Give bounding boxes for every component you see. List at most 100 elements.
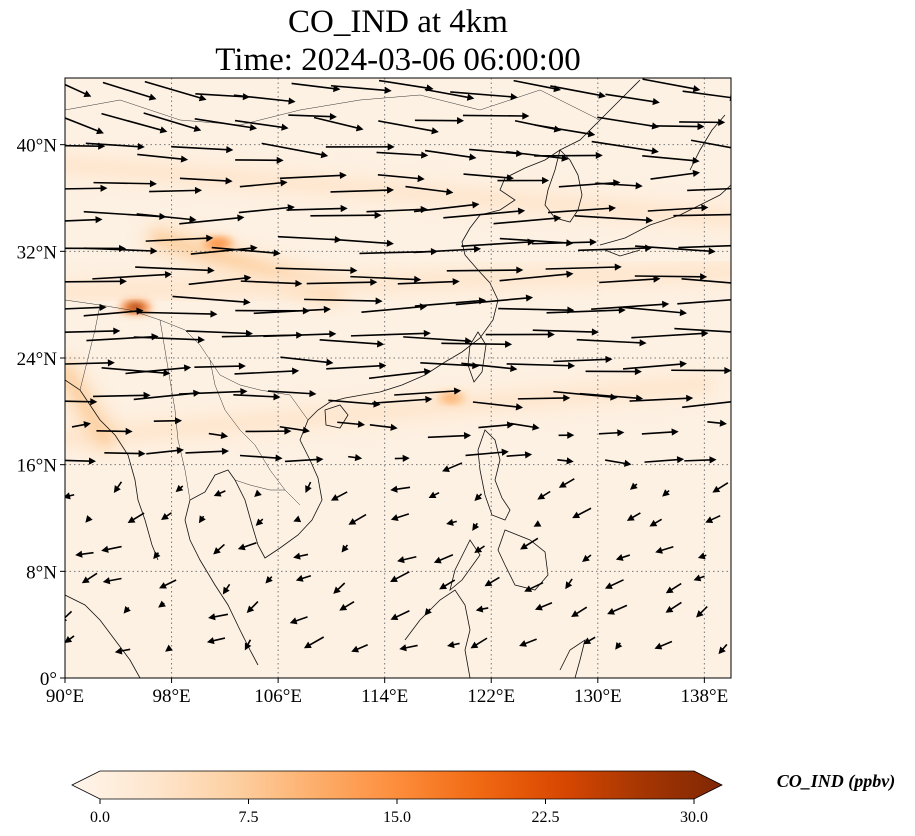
wind-arrow: [158, 600, 166, 608]
wind-arrow: [405, 185, 454, 196]
wind-arrow: [198, 515, 206, 524]
wind-arrow: [280, 356, 334, 366]
wind-arrow: [237, 542, 257, 551]
wind-arrow: [629, 394, 694, 402]
wind-arrow: [558, 431, 575, 439]
wind-arrow: [605, 93, 660, 106]
wind-arrow: [446, 518, 457, 526]
wind-arrow: [718, 643, 728, 655]
wind-arrow: [75, 550, 94, 558]
wind-arrow: [604, 579, 624, 589]
wind-arrow: [649, 122, 705, 131]
wind-arrow: [330, 186, 395, 194]
wind-arrow: [485, 330, 555, 339]
wind-arrow: [114, 647, 131, 655]
wind-arrow: [153, 551, 161, 560]
wind-arrow: [194, 118, 258, 131]
wind-arrow: [188, 274, 252, 286]
wind-arrow: [493, 214, 562, 225]
wind-arrow: [403, 336, 473, 345]
wind-arrow: [333, 582, 346, 594]
country-borders: [65, 89, 601, 506]
wind-arrow: [104, 449, 146, 458]
plume-luzon-strait-hotspot: [435, 391, 468, 405]
wind-arrow: [394, 387, 462, 396]
graticule: [65, 78, 731, 678]
wind-arrow: [441, 340, 513, 348]
wind-arrow: [295, 574, 312, 582]
wind-arrow: [288, 113, 337, 121]
wind-arrow: [673, 213, 731, 217]
wind-arrow: [337, 420, 366, 428]
wind-arrow: [674, 327, 731, 333]
wind-arrow: [368, 368, 432, 380]
wind-arrow: [65, 184, 108, 192]
wind-arrow: [96, 427, 133, 435]
coastline-china: [307, 254, 499, 421]
wind-arrow: [253, 305, 331, 315]
lat-tick-label: 40°N: [17, 136, 58, 157]
wind-arrow: [524, 581, 544, 592]
wind-arrow: [682, 400, 731, 409]
wind-arrow: [351, 644, 368, 653]
wind-arrow: [85, 142, 145, 151]
coastline-korea: [544, 149, 583, 223]
colorbar-tick-label: 15.0: [383, 809, 411, 826]
wind-arrow: [546, 306, 626, 314]
wind-arrow: [510, 422, 540, 431]
wind-arrow: [267, 389, 317, 398]
wind-arrow: [390, 513, 410, 521]
wind-arrow: [279, 425, 310, 434]
wind-arrow: [576, 338, 647, 347]
wind-arrow: [127, 512, 145, 523]
wind-arrow: [424, 88, 475, 101]
wind-arrow: [144, 80, 207, 102]
wind-arrow: [145, 234, 214, 242]
wind-arrow: [583, 636, 596, 645]
wind-arrow: [655, 546, 674, 554]
wind-arrow: [399, 644, 418, 652]
wind-arrow: [313, 116, 364, 132]
wind-arrow: [565, 578, 573, 590]
wind-arrow: [235, 156, 284, 164]
lon-tick-label: 106°E: [254, 686, 302, 707]
wind-arrow: [84, 247, 158, 255]
wind-arrow: [65, 327, 121, 335]
wind-arrow: [304, 297, 383, 305]
wind-arrow: [348, 453, 363, 462]
wind-arrow: [113, 481, 123, 493]
lon-tick-label: 130°E: [574, 686, 622, 707]
wind-arrow: [497, 176, 550, 185]
wind-arrow: [462, 112, 530, 120]
wind-arrow: [83, 307, 144, 317]
wind-arrow: [186, 329, 253, 337]
wind-arrow: [213, 489, 226, 497]
wind-arrow: [341, 544, 349, 553]
wind-arrow: [139, 310, 218, 318]
wind-arrow: [665, 582, 682, 594]
wind-arrow: [194, 362, 246, 370]
lat-tick-label: 32°N: [17, 242, 58, 263]
wind-arrow: [190, 244, 258, 255]
wind-arrow: [472, 522, 480, 531]
wind-arrow: [286, 204, 348, 213]
axis-ticks: 90°E 98°E 106°E 114°E 122°E 130°E 138°E 0° 8°N 16…: [17, 136, 729, 707]
wind-arrow: [650, 169, 701, 180]
wind-arrow: [289, 616, 308, 625]
wind-arrow: [433, 554, 454, 564]
wind-arrow: [65, 117, 104, 135]
wind-arrow: [143, 112, 202, 132]
wind-arrow: [697, 552, 707, 560]
wind-arrow: [424, 149, 477, 161]
wind-arrow: [206, 637, 226, 645]
map-area: [65, 78, 731, 678]
wind-arrow: [607, 604, 628, 615]
wind-arrow: [696, 606, 708, 618]
wind-arrow: [255, 518, 264, 526]
wind-arrow: [279, 171, 347, 180]
wind-arrow: [574, 215, 654, 224]
wind-arrow: [571, 606, 588, 618]
wind-arrow: [679, 118, 726, 126]
wind-arrow: [310, 211, 382, 219]
wind-arrow: [390, 485, 411, 493]
